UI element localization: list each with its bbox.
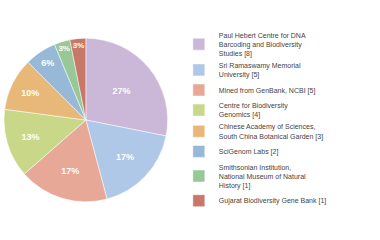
svg-text:3%: 3% <box>73 41 85 50</box>
svg-text:Sri Ramaswamy MemorialUniversi: Sri Ramaswamy MemorialUniversity [5] <box>219 62 301 79</box>
svg-text:6%: 6% <box>41 58 54 68</box>
svg-text:Gujarat Biodiversity Gene Bank: Gujarat Biodiversity Gene Bank [1] <box>219 197 326 205</box>
svg-text:10%: 10% <box>21 88 39 98</box>
svg-text:Chinese Academy of Sciences,So: Chinese Academy of Sciences,South China … <box>219 123 323 140</box>
svg-text:Paul Hebert Centre for DNABarc: Paul Hebert Centre for DNABarcoding and … <box>219 32 306 58</box>
svg-text:SciGenom Labs [2]: SciGenom Labs [2] <box>219 148 279 156</box>
svg-text:Smithsonian Institution,Nation: Smithsonian Institution,National Museum … <box>219 164 306 190</box>
svg-text:3%: 3% <box>58 44 70 53</box>
svg-text:17%: 17% <box>61 166 79 176</box>
svg-text:Mined from GenBank, NCBI [5]: Mined from GenBank, NCBI [5] <box>219 87 316 95</box>
svg-text:Centre for BiodiversityGenomic: Centre for BiodiversityGenomics [4] <box>219 102 288 119</box>
svg-text:17%: 17% <box>116 152 134 162</box>
svg-text:13%: 13% <box>21 132 39 142</box>
svg-text:27%: 27% <box>113 86 131 96</box>
